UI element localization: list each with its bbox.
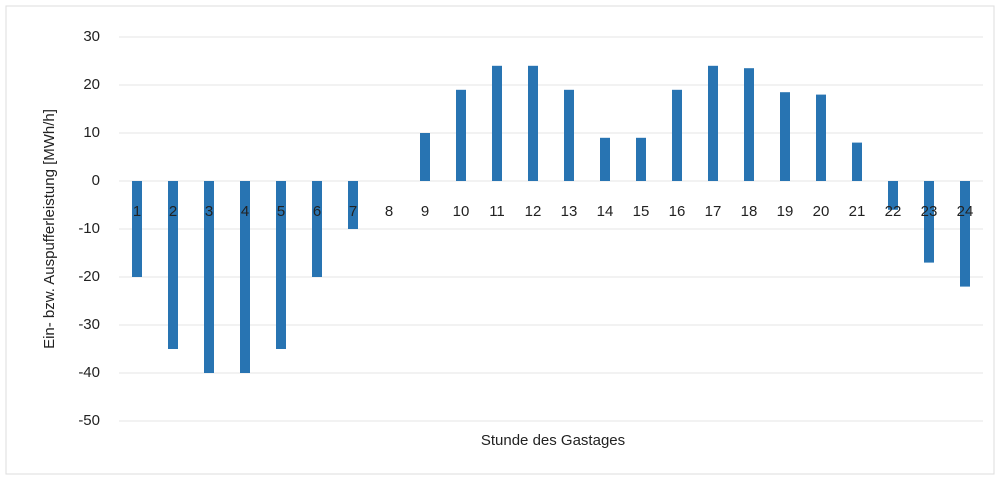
x-tick-label: 14 xyxy=(597,203,614,220)
x-tick-label: 11 xyxy=(489,203,505,220)
y-tick-label: 20 xyxy=(83,76,100,93)
x-tick-label: 20 xyxy=(813,203,830,220)
x-tick-label: 1 xyxy=(133,203,141,220)
x-tick-label: 7 xyxy=(349,203,357,220)
bar xyxy=(636,137,646,181)
bar xyxy=(852,142,862,181)
bar xyxy=(240,181,250,373)
x-tick-label: 13 xyxy=(561,203,578,220)
x-tick-label: 18 xyxy=(741,203,758,220)
bar xyxy=(672,89,682,181)
x-tick-label: 6 xyxy=(313,203,321,220)
bar xyxy=(492,65,502,181)
bar xyxy=(276,181,286,349)
x-tick-label: 22 xyxy=(885,203,902,220)
x-tick-label: 4 xyxy=(241,203,249,220)
bar xyxy=(744,68,754,181)
x-tick-label: 10 xyxy=(453,203,470,220)
y-tick-label: -40 xyxy=(78,364,100,381)
bar xyxy=(924,181,934,263)
x-tick-label: 17 xyxy=(705,203,722,220)
y-tick-label: 30 xyxy=(83,28,100,45)
bar xyxy=(708,65,718,181)
x-tick-label: 2 xyxy=(169,203,177,220)
bar xyxy=(168,181,178,349)
y-tick-label: -50 xyxy=(78,412,100,429)
x-tick-label: 19 xyxy=(777,203,794,220)
x-tick-label: 5 xyxy=(277,203,285,220)
y-tick-label: -30 xyxy=(78,316,100,333)
bar xyxy=(816,94,826,181)
bar xyxy=(780,92,790,181)
x-tick-label: 16 xyxy=(669,203,686,220)
x-axis-title: Stunde des Gastages xyxy=(481,432,625,449)
bar xyxy=(420,133,430,181)
x-tick-label: 21 xyxy=(849,203,866,220)
bar xyxy=(564,89,574,181)
bar xyxy=(600,137,610,181)
y-tick-label: 0 xyxy=(92,172,100,189)
bar xyxy=(204,181,214,373)
bar xyxy=(528,65,538,181)
bar xyxy=(348,181,358,229)
bar xyxy=(888,181,898,210)
x-tick-label: 8 xyxy=(385,203,393,220)
x-tick-label: 3 xyxy=(205,203,213,220)
x-tick-label: 24 xyxy=(957,203,974,220)
bar xyxy=(960,181,970,287)
x-tick-label: 23 xyxy=(921,203,938,220)
y-tick-label: -10 xyxy=(78,220,100,237)
bar xyxy=(132,181,142,277)
y-tick-label: 10 xyxy=(83,124,100,141)
bar xyxy=(456,89,466,181)
y-tick-label: -20 xyxy=(78,268,100,285)
bar xyxy=(312,181,322,277)
x-tick-label: 12 xyxy=(525,203,542,220)
x-tick-label: 9 xyxy=(421,203,429,220)
y-axis-title: Ein- bzw. Auspufferleistung [MWh/h] xyxy=(41,109,58,349)
x-tick-label: 15 xyxy=(633,203,650,220)
